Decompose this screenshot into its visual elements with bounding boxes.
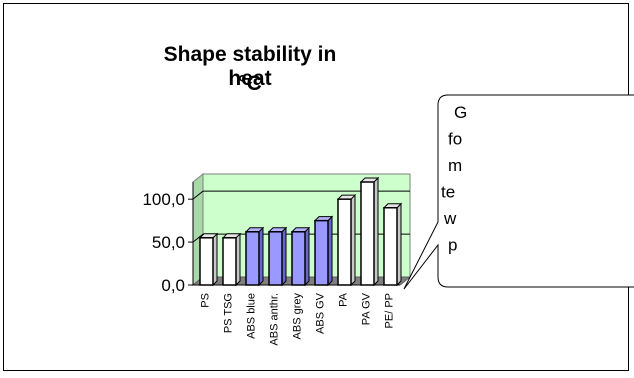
callout-line: w <box>443 209 457 228</box>
y-tick-label: 0,0 <box>161 276 185 295</box>
bar-abs-grey <box>290 226 311 287</box>
callout-bubble: Gfo m te wp <box>403 94 634 290</box>
callout-line: p <box>448 236 457 255</box>
bar-abs-gv <box>313 215 334 287</box>
callout-line: te <box>441 183 455 202</box>
bar-ps <box>198 232 219 287</box>
x-tick-label: PA <box>338 292 350 307</box>
callout-line: m <box>448 156 462 175</box>
x-tick-label: ABS anthr. <box>269 293 281 346</box>
y-tick-label: 100,0 <box>142 190 185 209</box>
x-tick-label: ABS GV <box>315 292 327 334</box>
bar-ps-tsg <box>221 232 242 287</box>
bar-pa-gv <box>359 176 380 287</box>
gridline <box>192 190 204 200</box>
x-tick-label: PA GV <box>361 292 373 325</box>
callout-line: G <box>454 103 467 122</box>
x-tick-label: PE/ PP <box>384 293 396 328</box>
bar-abs-blue <box>244 226 265 287</box>
x-tick-label: ABS grey <box>292 293 304 340</box>
x-tick-label: PS <box>200 293 212 308</box>
gridline <box>192 233 204 243</box>
y-tick-label: 50,0 <box>152 233 185 252</box>
bar-pa <box>336 193 357 287</box>
chart-title: Shape stability in heat <box>163 43 337 90</box>
x-tick-label: PS TSG <box>223 293 235 333</box>
callout-line: fo <box>448 130 462 149</box>
x-tick-label: ABS blue <box>246 293 258 339</box>
bar-pe-pp <box>382 202 403 287</box>
bar-abs-anthr- <box>267 226 288 287</box>
chart-subtitle: °C <box>238 72 262 95</box>
